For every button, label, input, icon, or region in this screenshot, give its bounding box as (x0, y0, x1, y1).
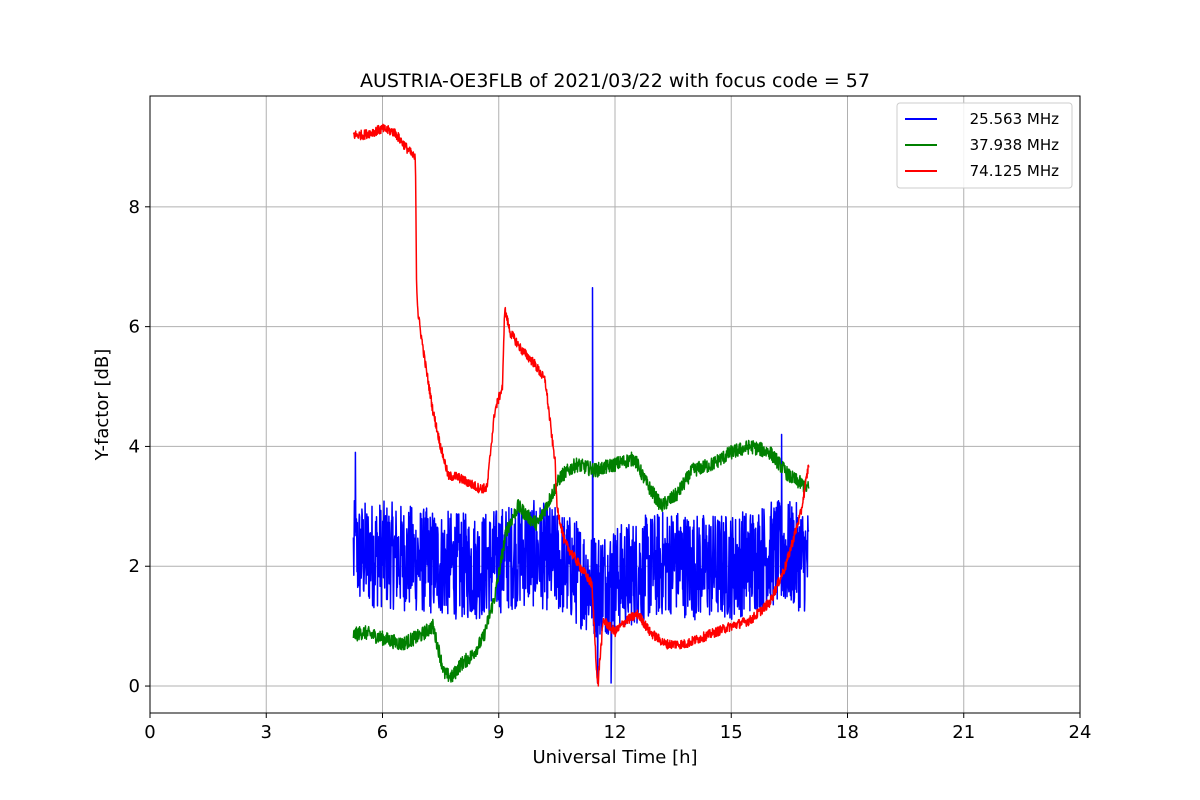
chart-title: AUSTRIA-OE3FLB of 2021/03/22 with focus … (360, 70, 870, 92)
x-tick-label: 3 (261, 722, 272, 743)
y-axis-label: Y-factor [dB] (92, 349, 113, 462)
series-line-0 (352, 286, 810, 684)
y-tick-label: 8 (129, 197, 140, 218)
legend-label: 25.563 MHz (970, 110, 1059, 128)
series-line-2 (352, 123, 810, 687)
legend-label: 74.125 MHz (970, 162, 1059, 180)
y-tick-label: 2 (129, 556, 140, 577)
series-layer (352, 123, 810, 687)
x-tick-label: 15 (720, 722, 743, 743)
x-tick-label: 0 (144, 722, 155, 743)
y-tick-label: 0 (129, 676, 140, 697)
series-line-1 (352, 439, 810, 683)
x-axis-label: Universal Time [h] (532, 747, 697, 768)
x-tick-label: 6 (377, 722, 388, 743)
x-tick-label: 21 (952, 722, 975, 743)
x-tick-label: 12 (604, 722, 627, 743)
legend: 25.563 MHz 37.938 MHz 74.125 MHz (896, 102, 1073, 189)
x-tick-label: 9 (493, 722, 504, 743)
y-tick-label: 6 (129, 317, 140, 338)
x-tick-label: 18 (836, 722, 859, 743)
y-tick-label: 4 (129, 436, 140, 457)
legend-box (896, 102, 1073, 189)
x-tick-label: 24 (1069, 722, 1092, 743)
legend-label: 37.938 MHz (970, 136, 1059, 154)
